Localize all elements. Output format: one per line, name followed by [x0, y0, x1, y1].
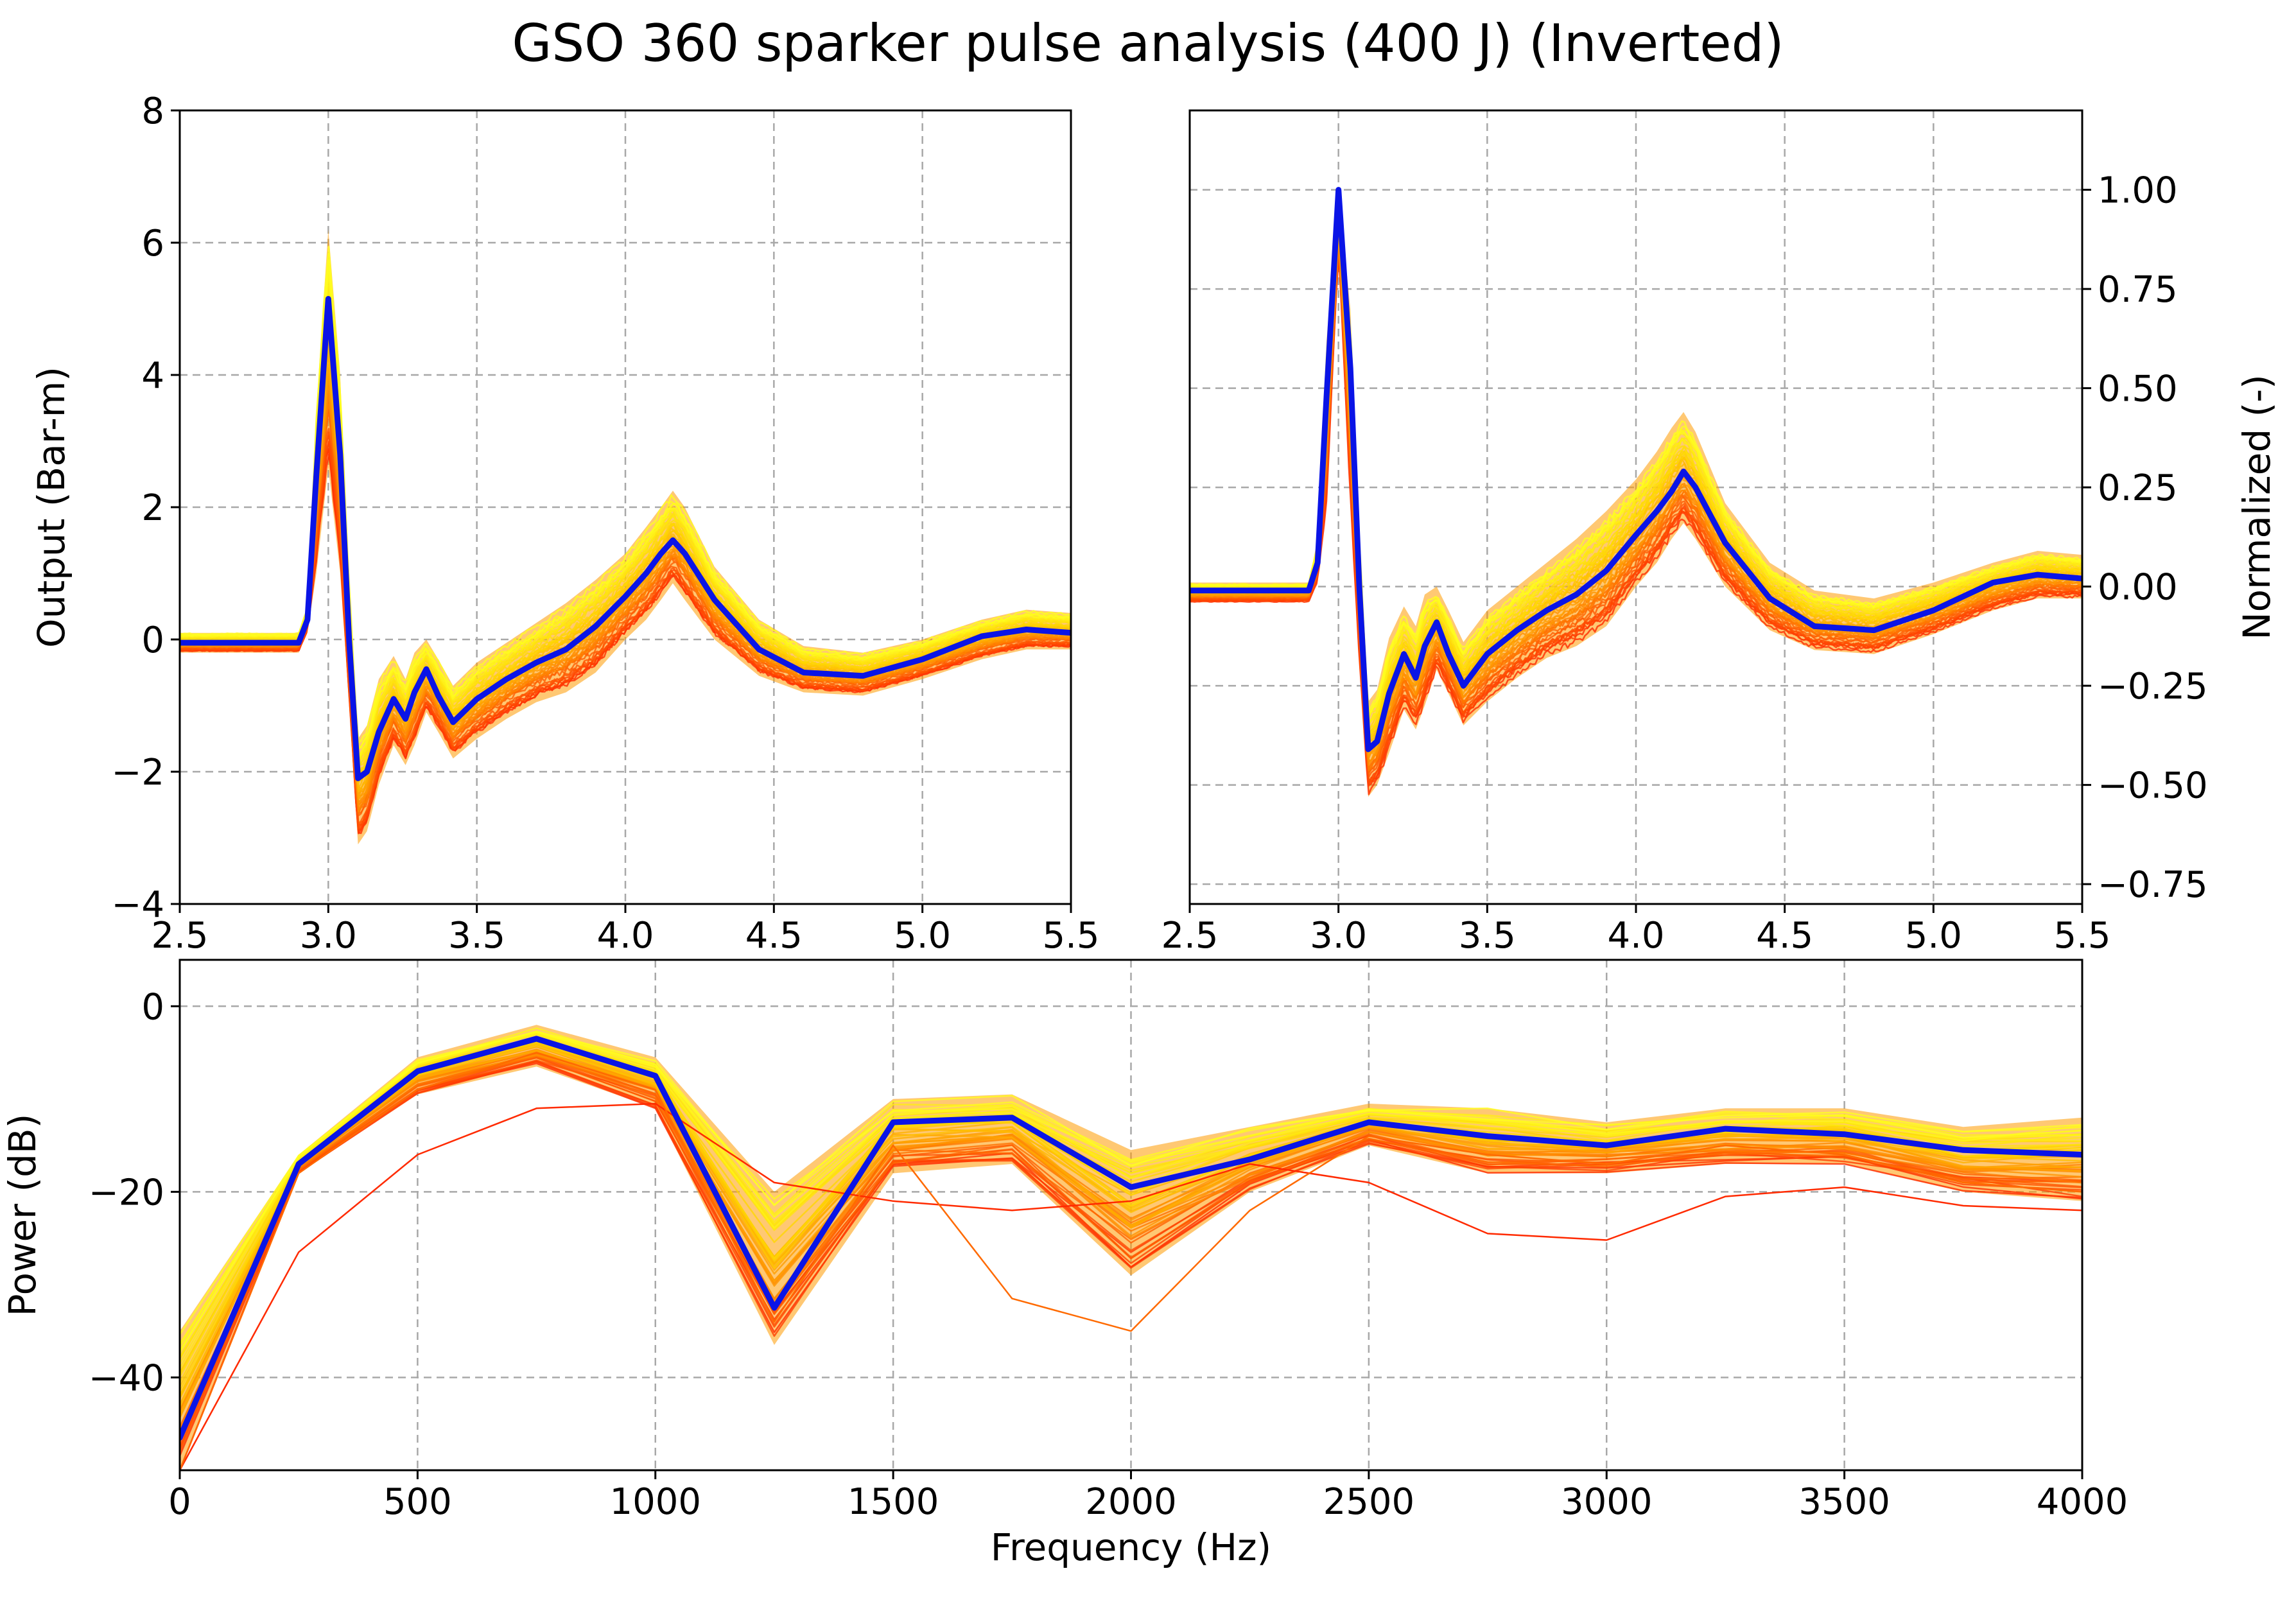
ensemble-trace [180, 1054, 2082, 1410]
y-tick-label: 0.50 [2098, 369, 2178, 410]
ensemble-trace [180, 245, 1071, 743]
x-tick-label: 5.0 [894, 915, 951, 957]
x-tick-label: 4000 [2037, 1481, 2128, 1523]
x-tick-label: 3.0 [300, 915, 357, 957]
x-tick-label: 4.0 [596, 915, 654, 957]
mean-series-line [1190, 187, 2082, 752]
y-axis: −40 −20 0 [89, 986, 180, 1399]
outlier-trace [180, 1102, 2082, 1470]
x-tick-label: 5.5 [1042, 915, 1099, 957]
panel-normalized-output: 2.5 3.0 3.5 4.0 4.5 5.0 5.5 −0.75 −0.50 −0.25 0.00… [1161, 109, 2279, 957]
plot-area [180, 1025, 2082, 1470]
ensemble-trace [180, 1043, 2082, 1408]
y-axis-label: Normalized (-) [2235, 374, 2279, 640]
ensemble-trace [180, 1043, 2082, 1416]
y-tick-label: −20 [89, 1172, 164, 1213]
y-tick-label: 0 [141, 986, 164, 1028]
y-tick-label: 2 [141, 487, 164, 529]
ensemble-trace [180, 1030, 2082, 1335]
x-tick-label: 4.5 [745, 915, 803, 957]
y-tick-label: −0.50 [2098, 765, 2208, 807]
y-tick-label: −0.25 [2098, 666, 2208, 708]
x-tick-label: 0 [168, 1481, 191, 1523]
plot-area [1190, 187, 2082, 797]
x-tick-label: 3.5 [1459, 915, 1516, 957]
ensemble-trace [180, 260, 1071, 749]
ensemble-trace [180, 390, 1071, 813]
x-axis-label: Frequency (Hz) [991, 1525, 1271, 1569]
ensemble-trace [180, 1056, 2082, 1439]
x-axis: 2.5 3.0 3.5 4.0 4.5 5.0 5.5 [151, 904, 1100, 957]
mean-series-line [180, 1036, 2082, 1441]
ensemble-trace [180, 364, 1071, 800]
y-tick-label: 1.00 [2098, 170, 2178, 212]
x-tick-label: 4.5 [1756, 915, 1813, 957]
y-tick-label: −0.75 [2098, 864, 2208, 906]
y-axis-label: Output (Bar-m) [30, 367, 73, 648]
y-tick-label: 0.00 [2098, 567, 2178, 609]
x-tick-label: 3.0 [1310, 915, 1367, 957]
y-axis: −4 −2 0 2 4 6 8 [111, 91, 180, 926]
plot-area [180, 229, 1071, 845]
x-tick-label: 1000 [609, 1481, 701, 1523]
panel-absolute-output: 2.5 3.0 3.5 4.0 4.5 5.0 5.5 −4 −2 0 2 4 6 8 Output (Ba… [30, 91, 1100, 957]
y-tick-label: 6 [141, 223, 164, 265]
y-tick-label: 0.25 [2098, 467, 2178, 509]
y-tick-label: 0.75 [2098, 269, 2178, 311]
x-tick-label: 3500 [1798, 1481, 1890, 1523]
mean-series-line [180, 296, 1071, 781]
x-tick-label: 5.5 [2053, 915, 2110, 957]
y-axis-label: Power (dB) [1, 1114, 44, 1317]
panel-power-spectrum: 0 500 1000 1500 2000 2500 3000 3500 4000 −40 −20 0 P… [1, 959, 2128, 1569]
x-tick-label: 500 [383, 1481, 452, 1523]
outlier-trace [180, 1052, 2082, 1470]
y-axis: −0.75 −0.50 −0.25 0.00 0.25 0.50 0.75 1.00 [2082, 170, 2208, 906]
chart-title: GSO 360 sparker pulse analysis (400 J) (… [512, 13, 1784, 73]
x-tick-label: 3000 [1561, 1481, 1653, 1523]
y-tick-label: −4 [111, 884, 164, 926]
x-tick-label: 2.5 [1161, 915, 1218, 957]
ensemble-trace [180, 428, 1071, 825]
ensemble-trace [180, 1049, 2082, 1418]
y-tick-label: 4 [141, 355, 164, 397]
x-tick-label: 1500 [848, 1481, 939, 1523]
x-tick-label: 2000 [1085, 1481, 1177, 1523]
x-tick-label: 2500 [1323, 1481, 1415, 1523]
y-tick-label: −40 [89, 1357, 164, 1399]
x-tick-label: 2.5 [151, 915, 208, 957]
x-axis: 2.5 3.0 3.5 4.0 4.5 5.0 5.5 [1161, 904, 2111, 957]
x-tick-label: 5.0 [1905, 915, 1962, 957]
y-tick-label: −2 [111, 752, 164, 794]
y-tick-label: 8 [141, 91, 164, 132]
x-tick-label: 3.5 [448, 915, 505, 957]
y-tick-label: 0 [141, 620, 164, 661]
x-axis: 0 500 1000 1500 2000 2500 3000 3500 4000 [168, 1470, 2128, 1523]
x-tick-label: 4.0 [1607, 915, 1664, 957]
